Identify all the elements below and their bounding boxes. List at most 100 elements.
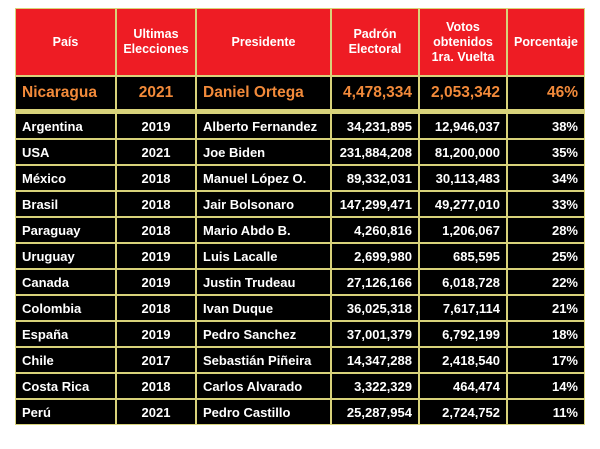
- cell-pais: Chile: [15, 347, 116, 373]
- cell-porcentaje: 21%: [507, 295, 585, 321]
- cell-padron: 37,001,379: [331, 321, 419, 347]
- cell-votos: 464,474: [419, 373, 507, 399]
- header-pais: País: [15, 8, 116, 76]
- cell-presidente: Justin Trudeau: [196, 269, 331, 295]
- cell-votos: 2,724,752: [419, 399, 507, 425]
- table-row: Brasil 2018 Jair Bolsonaro 147,299,471 49,27…: [15, 191, 585, 217]
- header-padron: Padrón Electoral: [331, 8, 419, 76]
- cell-presidente: Pedro Castillo: [196, 399, 331, 425]
- header-presidente: Presidente: [196, 8, 331, 76]
- table-row: México 2018 Manuel López O. 89,332,031 30,11…: [15, 165, 585, 191]
- cell-year: 2021: [116, 139, 196, 165]
- cell-pais: Uruguay: [15, 243, 116, 269]
- cell-year: 2018: [116, 295, 196, 321]
- table-row: Uruguay 2019 Luis Lacalle 2,699,980 685,595 2…: [15, 243, 585, 269]
- cell-padron: 89,332,031: [331, 165, 419, 191]
- cell-year: 2019: [116, 321, 196, 347]
- cell-votos: 2,053,342: [419, 76, 507, 113]
- cell-pais: Canada: [15, 269, 116, 295]
- cell-presidente: Carlos Alvarado: [196, 373, 331, 399]
- cell-presidente: Alberto Fernandez: [196, 113, 331, 139]
- cell-votos: 81,200,000: [419, 139, 507, 165]
- table-row: USA 2021 Joe Biden 231,884,208 81,200,000 35%: [15, 139, 585, 165]
- cell-year: 2018: [116, 373, 196, 399]
- cell-pais: Brasil: [15, 191, 116, 217]
- cell-pais: Colombia: [15, 295, 116, 321]
- cell-presidente: Luis Lacalle: [196, 243, 331, 269]
- cell-porcentaje: 18%: [507, 321, 585, 347]
- cell-year: 2019: [116, 243, 196, 269]
- table-row: Paraguay 2018 Mario Abdo B. 4,260,816 1,206,…: [15, 217, 585, 243]
- table-row: Colombia 2018 Ivan Duque 36,025,318 7,617,11…: [15, 295, 585, 321]
- cell-porcentaje: 34%: [507, 165, 585, 191]
- cell-votos: 7,617,114: [419, 295, 507, 321]
- cell-pais: Nicaragua: [15, 76, 116, 113]
- cell-pais: USA: [15, 139, 116, 165]
- cell-porcentaje: 28%: [507, 217, 585, 243]
- cell-presidente: Jair Bolsonaro: [196, 191, 331, 217]
- cell-pais: Paraguay: [15, 217, 116, 243]
- cell-presidente: Mario Abdo B.: [196, 217, 331, 243]
- table-row-highlighted: Nicaragua 2021 Daniel Ortega 4,478,334 2,053…: [15, 76, 585, 113]
- cell-year: 2021: [116, 76, 196, 113]
- cell-year: 2018: [116, 191, 196, 217]
- cell-porcentaje: 22%: [507, 269, 585, 295]
- cell-porcentaje: 46%: [507, 76, 585, 113]
- cell-votos: 1,206,067: [419, 217, 507, 243]
- cell-votos: 6,792,199: [419, 321, 507, 347]
- cell-presidente: Ivan Duque: [196, 295, 331, 321]
- cell-porcentaje: 14%: [507, 373, 585, 399]
- table-row: España 2019 Pedro Sanchez 37,001,379 6,792,1…: [15, 321, 585, 347]
- cell-porcentaje: 38%: [507, 113, 585, 139]
- header-row: País Ultimas Elecciones Presidente Padró…: [15, 8, 585, 76]
- cell-pais: España: [15, 321, 116, 347]
- cell-padron: 147,299,471: [331, 191, 419, 217]
- cell-padron: 231,884,208: [331, 139, 419, 165]
- cell-porcentaje: 25%: [507, 243, 585, 269]
- cell-padron: 25,287,954: [331, 399, 419, 425]
- cell-padron: 4,260,816: [331, 217, 419, 243]
- cell-presidente: Manuel López O.: [196, 165, 331, 191]
- header-elecciones: Ultimas Elecciones: [116, 8, 196, 76]
- cell-presidente: Daniel Ortega: [196, 76, 331, 113]
- cell-votos: 49,277,010: [419, 191, 507, 217]
- cell-votos: 30,113,483: [419, 165, 507, 191]
- cell-year: 2019: [116, 269, 196, 295]
- election-results-table: País Ultimas Elecciones Presidente Padró…: [15, 8, 585, 425]
- cell-porcentaje: 35%: [507, 139, 585, 165]
- cell-porcentaje: 11%: [507, 399, 585, 425]
- cell-pais: Argentina: [15, 113, 116, 139]
- cell-pais: Costa Rica: [15, 373, 116, 399]
- cell-padron: 14,347,288: [331, 347, 419, 373]
- table-row: Chile 2017 Sebastián Piñeira 14,347,288 2,41…: [15, 347, 585, 373]
- cell-pais: Perú: [15, 399, 116, 425]
- cell-padron: 3,322,329: [331, 373, 419, 399]
- cell-year: 2018: [116, 165, 196, 191]
- cell-presidente: Pedro Sanchez: [196, 321, 331, 347]
- cell-presidente: Sebastián Piñeira: [196, 347, 331, 373]
- cell-year: 2019: [116, 113, 196, 139]
- table-body: Nicaragua 2021 Daniel Ortega 4,478,334 2,053…: [15, 76, 585, 425]
- table-row: Argentina 2019 Alberto Fernandez 34,231,895…: [15, 113, 585, 139]
- cell-year: 2018: [116, 217, 196, 243]
- cell-padron: 34,231,895: [331, 113, 419, 139]
- cell-padron: 4,478,334: [331, 76, 419, 113]
- election-table-container: País Ultimas Elecciones Presidente Padró…: [15, 8, 585, 425]
- cell-votos: 6,018,728: [419, 269, 507, 295]
- cell-padron: 36,025,318: [331, 295, 419, 321]
- cell-votos: 2,418,540: [419, 347, 507, 373]
- header-votos: Votos obtenidos 1ra. Vuelta: [419, 8, 507, 76]
- cell-porcentaje: 33%: [507, 191, 585, 217]
- table-row: Canada 2019 Justin Trudeau 27,126,166 6,018,…: [15, 269, 585, 295]
- table-row: Costa Rica 2018 Carlos Alvarado 3,322,329 46…: [15, 373, 585, 399]
- cell-padron: 27,126,166: [331, 269, 419, 295]
- cell-votos: 12,946,037: [419, 113, 507, 139]
- cell-presidente: Joe Biden: [196, 139, 331, 165]
- cell-porcentaje: 17%: [507, 347, 585, 373]
- header-porcentaje: Porcentaje: [507, 8, 585, 76]
- cell-year: 2021: [116, 399, 196, 425]
- cell-year: 2017: [116, 347, 196, 373]
- cell-pais: México: [15, 165, 116, 191]
- cell-padron: 2,699,980: [331, 243, 419, 269]
- table-row: Perú 2021 Pedro Castillo 25,287,954 2,724,75…: [15, 399, 585, 425]
